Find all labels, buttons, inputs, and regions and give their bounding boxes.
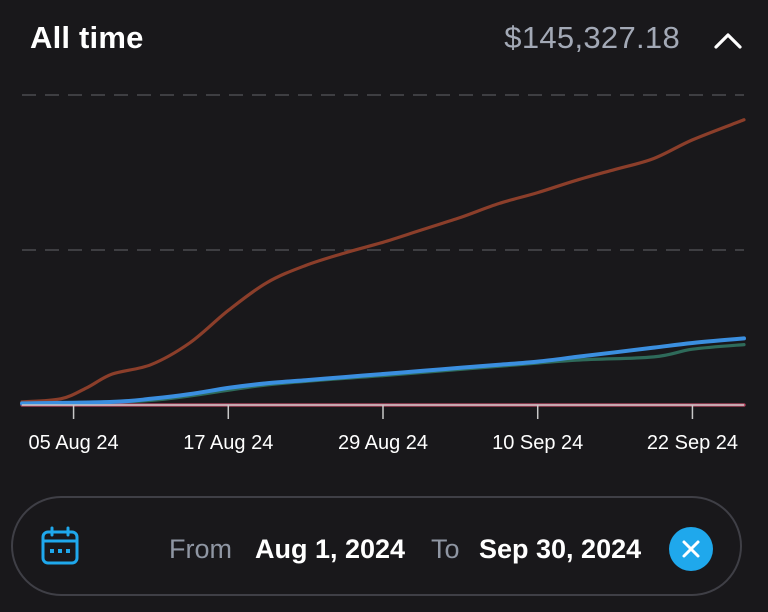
total-value: $145,327.18	[504, 20, 680, 55]
chevron-up-icon	[714, 33, 742, 49]
x-tick-label-1: 05 Aug 24	[29, 432, 119, 454]
to-label: To	[431, 534, 460, 564]
x-tick-label-4: 10 Sep 24	[492, 432, 583, 454]
page-title: All time	[30, 20, 144, 55]
chart-header: All time $145,327.18	[0, 0, 768, 80]
clear-range-button[interactable]	[669, 527, 713, 571]
x-tick-label-3: 29 Aug 24	[338, 432, 428, 454]
x-tick-label-2: 17 Aug 24	[183, 432, 273, 454]
calendar-icon[interactable]	[40, 526, 80, 566]
to-date[interactable]: Sep 30, 2024	[479, 534, 642, 564]
close-icon	[682, 540, 700, 558]
balance-line-chart: 05 Aug 24 17 Aug 24 29 Aug 24 10 Sep 24 22 S…	[20, 94, 746, 454]
from-label: From	[169, 534, 232, 564]
collapse-button[interactable]	[710, 22, 746, 58]
series-line-1	[20, 118, 746, 404]
x-tick-label-5: 22 Sep 24	[647, 432, 738, 454]
from-date[interactable]: Aug 1, 2024	[255, 534, 406, 564]
date-range-bar[interactable]: From Aug 1, 2024 To Sep 30, 2024	[11, 496, 742, 596]
series-line-2	[20, 336, 746, 406]
